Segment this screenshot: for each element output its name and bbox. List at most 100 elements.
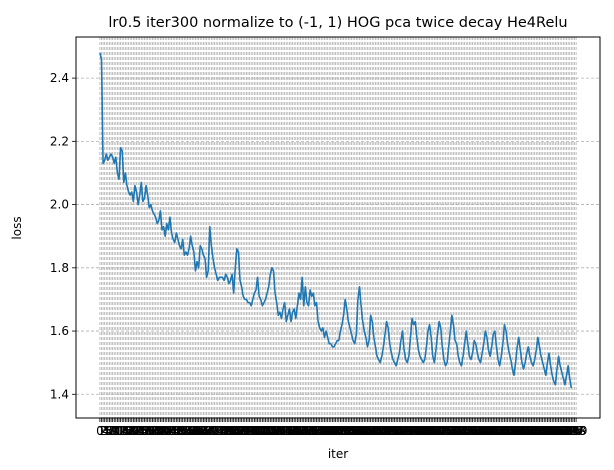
x-tick-label: 114 bbox=[270, 424, 293, 438]
x-tick-label: 25 bbox=[132, 424, 147, 438]
x-tick-label: 93 bbox=[240, 424, 255, 438]
x-tick-label: 172 bbox=[362, 424, 385, 438]
x-tick-label: 16 bbox=[118, 424, 133, 438]
x-tick-label: 202 bbox=[410, 424, 433, 438]
x-tick-label: 160 bbox=[343, 424, 366, 438]
x-tick-label: 3 bbox=[101, 424, 109, 438]
x-tick-label: 293 bbox=[555, 424, 578, 438]
x-tick-label: 244 bbox=[477, 424, 500, 438]
x-tick-label: 70 bbox=[204, 424, 219, 438]
x-tick-label: 46 bbox=[166, 424, 181, 438]
x-tick-label: 218 bbox=[436, 424, 459, 438]
x-tick-label: 216 bbox=[432, 424, 455, 438]
x-tick-label: 250 bbox=[487, 424, 510, 438]
x-tick-label: 108 bbox=[260, 424, 283, 438]
x-tick-label: 77 bbox=[215, 424, 230, 438]
x-tick-label: 200 bbox=[407, 424, 430, 438]
x-tick-label: 66 bbox=[197, 424, 212, 438]
x-tick-label: 85 bbox=[228, 424, 243, 438]
x-tick-label: 72 bbox=[207, 424, 222, 438]
x-tick-label: 43 bbox=[161, 424, 176, 438]
x-tick-label: 210 bbox=[423, 424, 446, 438]
x-tick-label: 213 bbox=[428, 424, 451, 438]
x-tick-label: 282 bbox=[538, 424, 561, 438]
x-tick-label: 144 bbox=[318, 424, 341, 438]
x-tick-label: 56 bbox=[181, 424, 196, 438]
x-tick-label: 12 bbox=[111, 424, 126, 438]
x-tick-label: 181 bbox=[377, 424, 400, 438]
x-tick-label: 183 bbox=[380, 424, 403, 438]
x-tick-label: 198 bbox=[404, 424, 427, 438]
x-tick-label: 217 bbox=[434, 424, 457, 438]
x-tick-label: 71 bbox=[205, 424, 220, 438]
x-tick-label: 123 bbox=[284, 424, 307, 438]
x-tick-label: 26 bbox=[134, 424, 149, 438]
x-tick-label: 107 bbox=[259, 424, 282, 438]
x-tick-label: 280 bbox=[534, 424, 557, 438]
x-tick-label: 33 bbox=[145, 424, 160, 438]
x-tick-label: 98 bbox=[248, 424, 263, 438]
x-tick-label: 249 bbox=[485, 424, 508, 438]
x-tick-label: 291 bbox=[552, 424, 575, 438]
x-tick-label: 253 bbox=[491, 424, 514, 438]
x-tick-label: 238 bbox=[468, 424, 491, 438]
x-tick-label: 41 bbox=[158, 424, 173, 438]
x-tick-label: 165 bbox=[351, 424, 374, 438]
x-tick-label: 157 bbox=[338, 424, 361, 438]
x-tick-label: 231 bbox=[456, 424, 479, 438]
x-tick-label: 115 bbox=[272, 424, 295, 438]
x-tick-label: 111 bbox=[265, 424, 288, 438]
y-tick-label: 1.6 bbox=[50, 324, 69, 338]
x-tick-label: 287 bbox=[546, 424, 569, 438]
x-tick-label: 265 bbox=[511, 424, 534, 438]
x-tick-label: 10 bbox=[108, 424, 123, 438]
x-tick-label: 138 bbox=[308, 424, 331, 438]
x-tick-label: 100 bbox=[248, 424, 271, 438]
x-tick-label: 64 bbox=[194, 424, 209, 438]
x-tick-label: 235 bbox=[463, 424, 486, 438]
x-tick-label: 24 bbox=[130, 424, 145, 438]
x-tick-label: 245 bbox=[479, 424, 502, 438]
x-tick-label: 292 bbox=[554, 424, 577, 438]
x-tick-label: 91 bbox=[237, 424, 252, 438]
x-tick-label: 55 bbox=[180, 424, 195, 438]
x-tick-label: 190 bbox=[391, 424, 414, 438]
x-tick-label: 166 bbox=[353, 424, 376, 438]
x-tick-label: 267 bbox=[514, 424, 537, 438]
x-tick-label: 237 bbox=[466, 424, 489, 438]
x-tick-label: 187 bbox=[386, 424, 409, 438]
x-tick-label: 27 bbox=[135, 424, 150, 438]
x-tick-label: 68 bbox=[201, 424, 216, 438]
x-tick-label: 86 bbox=[229, 424, 244, 438]
x-tick-label: 223 bbox=[444, 424, 467, 438]
x-tick-label: 158 bbox=[340, 424, 363, 438]
x-tick-label: 82 bbox=[223, 424, 238, 438]
x-tick-label: 65 bbox=[196, 424, 211, 438]
x-tick-label: 140 bbox=[311, 424, 334, 438]
x-tick-label: 212 bbox=[426, 424, 449, 438]
x-tick-label: 270 bbox=[518, 424, 541, 438]
x-tick-label: 148 bbox=[324, 424, 347, 438]
x-tick-label: 58 bbox=[185, 424, 200, 438]
x-tick-label: 170 bbox=[359, 424, 382, 438]
y-axis: 1.4 1.6 1.8 2.0 2.2 2.4 bbox=[50, 71, 76, 401]
x-tick-label: 30 bbox=[140, 424, 155, 438]
x-tick-label: 14 bbox=[115, 424, 130, 438]
x-tick-label: 222 bbox=[442, 424, 465, 438]
x-tick-label: 227 bbox=[450, 424, 473, 438]
x-tick-label: 196 bbox=[401, 424, 424, 438]
x-tick-label: 147 bbox=[323, 424, 346, 438]
x-tick-label: 119 bbox=[278, 424, 301, 438]
x-tick-label: 180 bbox=[375, 424, 398, 438]
x-tick-label: 28 bbox=[137, 424, 152, 438]
x-tick-label: 151 bbox=[329, 424, 352, 438]
x-tick-label: 259 bbox=[501, 424, 524, 438]
x-tick-label: 156 bbox=[337, 424, 360, 438]
x-tick-label: 279 bbox=[533, 424, 556, 438]
x-tick-label: 127 bbox=[291, 424, 314, 438]
x-tick-label: 133 bbox=[300, 424, 323, 438]
x-tick-label: 294 bbox=[557, 424, 580, 438]
x-tick-label: 142 bbox=[315, 424, 338, 438]
x-tick-label: 232 bbox=[458, 424, 481, 438]
x-tick-label: 105 bbox=[256, 424, 279, 438]
